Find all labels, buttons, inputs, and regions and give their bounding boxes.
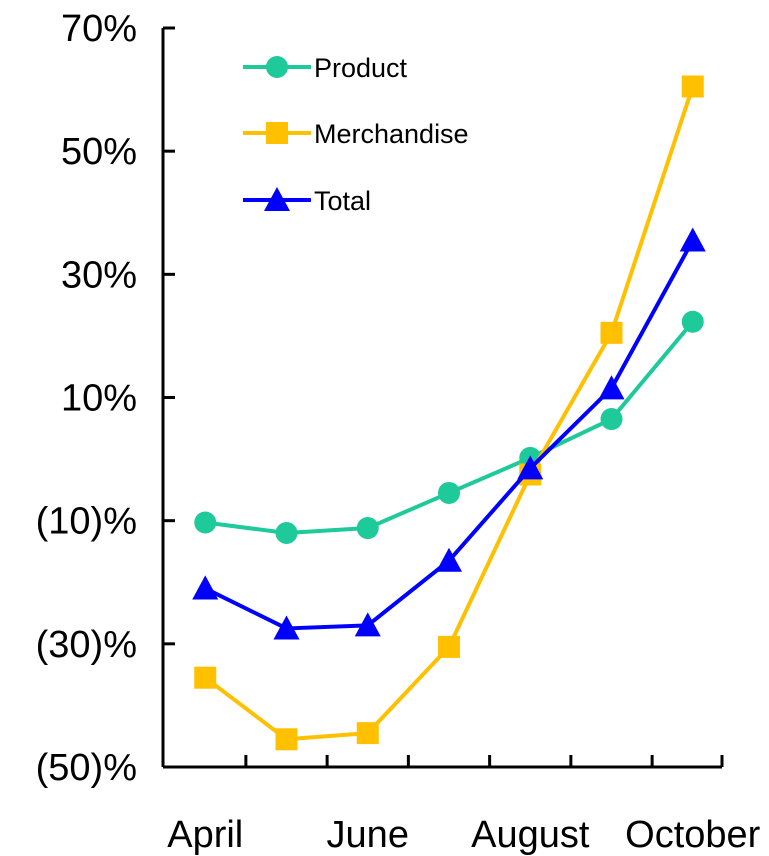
x-tick-label: October: [625, 814, 761, 856]
y-tick-label: 30%: [61, 254, 137, 296]
data-point: [194, 666, 217, 689]
x-tick-label: August: [471, 814, 590, 856]
data-point: [275, 728, 298, 751]
data-point: [436, 547, 462, 572]
y-tick-label: (10)%: [36, 501, 137, 543]
data-point: [194, 511, 217, 534]
data-point: [679, 227, 706, 252]
y-tick-label: 70%: [61, 8, 137, 50]
data-point: [192, 575, 219, 600]
data-point: [354, 612, 381, 637]
series-layer: [192, 75, 706, 751]
y-tick-label: (50)%: [36, 747, 137, 789]
legend-item-total: Total: [243, 186, 371, 216]
data-point: [356, 517, 379, 540]
legend: Product Merchandise Total: [243, 53, 469, 216]
legend-label: Product: [314, 53, 408, 83]
legend-marker: [266, 56, 288, 78]
x-tick-label: April: [167, 814, 243, 856]
data-point: [517, 455, 544, 480]
data-point: [356, 722, 379, 745]
data-point: [275, 521, 298, 544]
y-tick-label: (30)%: [36, 624, 137, 666]
legend-item-merchandise: Merchandise: [243, 119, 469, 149]
data-point: [438, 481, 460, 504]
series-merchandise: [194, 75, 704, 751]
data-point: [681, 310, 704, 333]
axes: 70% 50% 30% 10% (10)% (30)% (50)% April June Augu…: [36, 8, 761, 856]
series-total: [192, 227, 706, 640]
data-point: [438, 635, 460, 658]
x-tick-label: June: [327, 814, 409, 856]
series-product: [194, 310, 704, 544]
legend-marker: [264, 187, 290, 212]
y-tick-label: 50%: [61, 131, 137, 173]
legend-item-product: Product: [243, 53, 408, 83]
data-point: [600, 408, 623, 431]
data-point: [598, 375, 625, 400]
y-tick-label: 10%: [61, 378, 137, 420]
legend-marker: [266, 122, 288, 144]
data-point: [600, 321, 623, 344]
legend-label: Total: [314, 186, 371, 216]
data-point: [273, 615, 300, 640]
data-point: [681, 75, 704, 98]
legend-label: Merchandise: [314, 119, 469, 149]
